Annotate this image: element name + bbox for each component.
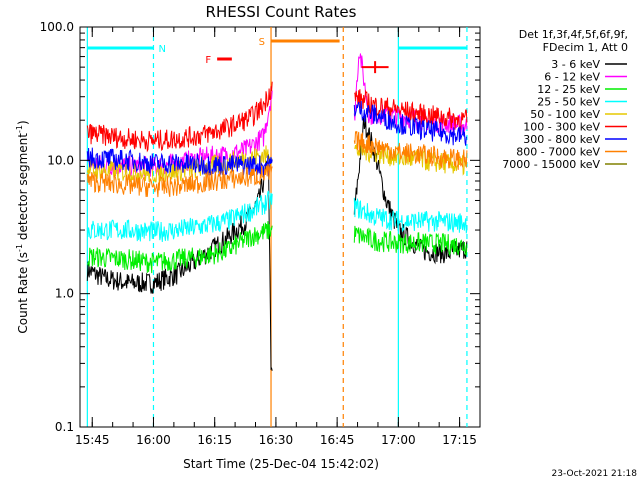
y-label-part-2: detector segment: [16, 133, 30, 244]
legend-label-3: 25 - 50 keV: [537, 96, 600, 109]
series-3-segment-1: [353, 197, 468, 234]
series-0-segment-0: [86, 154, 273, 371]
plot-frame: [79, 26, 481, 428]
series-5-segment-1: [354, 89, 468, 131]
series-6-segment-0: [86, 147, 273, 177]
legend-label-8: 7000 - 15000 keV: [502, 158, 600, 171]
series-7-segment-0: [86, 163, 273, 198]
x-tick-label-6: 17:15: [442, 433, 477, 447]
y-tick-label-2: 10.0: [47, 153, 74, 167]
legend-label-5: 100 - 300 keV: [523, 121, 600, 134]
legend-label-4: 50 - 100 keV: [530, 108, 600, 121]
legend-label-2: 12 - 25 keV: [537, 83, 600, 96]
y-label-part-1: Count Rate (s: [16, 252, 30, 334]
series-6-segment-1: [353, 100, 468, 146]
legend-header-1: FDecim 1, Att 0: [543, 41, 628, 54]
y-label-sup-2: -1: [15, 125, 24, 133]
y-label-sup-1: -1: [15, 244, 24, 252]
series-5-segment-0: [86, 81, 273, 153]
x-tick-label-1: 16:00: [136, 433, 171, 447]
legend-header-0: Det 1f,3f,4f,5f,6f,9f,: [519, 28, 628, 41]
state-label-N: N: [158, 44, 165, 55]
state-label-F: F: [205, 55, 211, 66]
x-axis-label: Start Time (25-Dec-04 15:42:02): [183, 457, 379, 471]
state-label-S: S: [259, 37, 265, 48]
series-3-segment-0: [86, 190, 273, 243]
x-tick-label-3: 16:30: [259, 433, 294, 447]
series-4-segment-1: [354, 139, 468, 176]
x-tick-label-5: 17:00: [381, 433, 416, 447]
y-tick-label-0: 0.1: [55, 420, 74, 434]
legend-label-7: 800 - 7000 keV: [516, 146, 600, 159]
y-tick-label-3: 100.0: [40, 20, 74, 34]
x-tick-label-2: 16:15: [197, 433, 232, 447]
y-axis-label: Count Rate (s-1 detector segment-1): [15, 120, 30, 333]
legend: Det 1f,3f,4f,5f,6f,9f,FDecim 1, Att 0 3 -…: [502, 28, 628, 171]
series-2-segment-0: [86, 221, 273, 274]
series-2-segment-1: [353, 225, 468, 257]
legend-label-6: 300 - 800 keV: [523, 133, 600, 146]
series-7-segment-1: [353, 130, 468, 170]
legend-label-1: 6 - 12 keV: [544, 71, 600, 84]
x-tick-label-0: 15:45: [75, 433, 110, 447]
y-label-part-3: ): [16, 120, 30, 125]
y-tick-label-1: 1.0: [55, 287, 74, 301]
chart-title: RHESSI Count Rates: [206, 3, 357, 21]
plot-area: N F S 0.1 1.0 10.0 100.0 15:45 16:00 16:15 16:30 16…: [40, 20, 481, 447]
x-tick-label-4: 16:45: [320, 433, 355, 447]
footer-timestamp: 23-Oct-2021 21:18: [552, 469, 638, 479]
legend-label-0: 3 - 6 keV: [551, 58, 600, 71]
